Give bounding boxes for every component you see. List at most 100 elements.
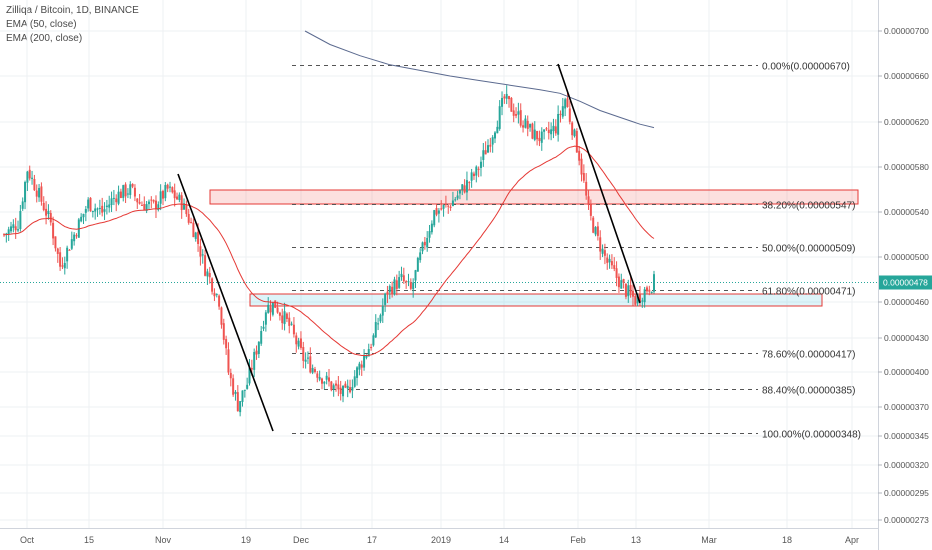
candle-body (645, 287, 648, 292)
candle-body (610, 261, 613, 266)
candle-body (269, 307, 272, 313)
candle-body (38, 187, 41, 198)
grid-lines (0, 0, 878, 528)
candle-body (290, 323, 293, 325)
candle-body (105, 205, 108, 208)
candle-body (281, 315, 284, 324)
time-tick-label: 14 (499, 535, 509, 545)
chart-legend: Zilliqa / Bitcoin, 1D, BINANCE EMA (50, … (6, 4, 139, 46)
candle-body (98, 207, 101, 209)
candle-body (75, 235, 78, 237)
candle-body (117, 191, 120, 204)
price-tick-label: 0.00000500 (884, 252, 929, 262)
candle-body (582, 173, 585, 181)
price-tick-label: 0.00000540 (884, 207, 929, 217)
candle-body (28, 169, 31, 179)
candle-body (589, 203, 592, 216)
candle-body (620, 280, 623, 289)
candle-body (201, 254, 204, 256)
candle-body (295, 335, 298, 345)
candle-body (145, 204, 148, 211)
candle-body (26, 171, 29, 183)
candle-body (260, 331, 263, 344)
candle-body (52, 222, 55, 239)
candle-body (332, 385, 335, 390)
time-axis[interactable]: Oct 15 Nov 19 Dec 17 2019 14 Feb 13 Mar 18 Apr (0, 528, 878, 546)
candle-body (643, 289, 646, 303)
fib-label: 61.80%(0.00000471) (762, 287, 855, 298)
candle-body (173, 190, 176, 199)
price-axis[interactable]: 0.00000700 0.00000660 0.00000620 0.00000580… (878, 0, 932, 550)
candle-body (5, 233, 8, 235)
candle-body (171, 187, 174, 193)
trend-line-2 (557, 63, 641, 304)
candle-body (585, 181, 588, 196)
time-tick-label: 19 (241, 535, 251, 545)
time-tick-label: Nov (155, 535, 172, 545)
candle-body (330, 381, 333, 391)
candle-body (349, 387, 352, 393)
candle-body (232, 378, 235, 395)
candle-body (339, 387, 342, 394)
candle-body (505, 93, 508, 99)
candle-body (596, 226, 599, 236)
candle-body (554, 126, 557, 134)
candle-body (267, 304, 270, 313)
candle-body (622, 279, 625, 283)
price-tick-label: 0.00000320 (884, 460, 929, 470)
candle-body (592, 217, 595, 233)
candle-body (87, 199, 90, 209)
candle-body (540, 131, 543, 143)
candle-body (236, 392, 239, 412)
candle-body (517, 111, 520, 115)
candle-body (559, 113, 562, 115)
candle-body (271, 302, 274, 315)
candle-body (115, 198, 118, 203)
candle-body (601, 248, 604, 254)
candle-body (631, 290, 634, 297)
candle-body (564, 99, 567, 109)
candle-body (351, 386, 354, 391)
candle-body (7, 229, 10, 234)
candle-body (461, 184, 464, 190)
candle-body (613, 265, 616, 269)
candle-body (61, 265, 64, 267)
candle-body (433, 210, 436, 226)
candle-body (529, 124, 532, 128)
candle-body (557, 113, 560, 135)
candle-body (239, 401, 242, 413)
candle-body (363, 356, 366, 368)
candle-body (456, 195, 459, 199)
candle-body (103, 209, 106, 212)
candle-body (615, 268, 618, 278)
candle-body (24, 182, 27, 203)
candle-body (166, 184, 169, 189)
candle-body (454, 199, 457, 201)
candle-body (187, 213, 190, 223)
candle-body (21, 201, 24, 209)
resistance-zone (209, 189, 859, 205)
candle-body (255, 350, 258, 355)
candle-body (381, 305, 384, 316)
candle-body (234, 391, 237, 394)
candle-body (573, 129, 576, 137)
fib-label: 78.60%(0.00000417) (762, 350, 855, 361)
candle-body (533, 129, 536, 140)
fib-label: 100.00%(0.00000348) (762, 430, 861, 441)
candle-body (257, 341, 260, 354)
candle-body (603, 250, 606, 256)
candle-body (323, 381, 326, 384)
candle-body (89, 197, 92, 212)
candle-body (180, 195, 183, 211)
candle-body (423, 241, 426, 246)
candle-body (395, 280, 398, 289)
candle-body (580, 158, 583, 175)
candle-body (365, 355, 368, 358)
candle-body (428, 231, 431, 238)
time-tick-label: 2019 (431, 535, 451, 545)
candle-body (274, 300, 277, 308)
candle-body (199, 246, 202, 257)
candle-body (96, 208, 99, 210)
time-tick-label: 18 (782, 535, 792, 545)
